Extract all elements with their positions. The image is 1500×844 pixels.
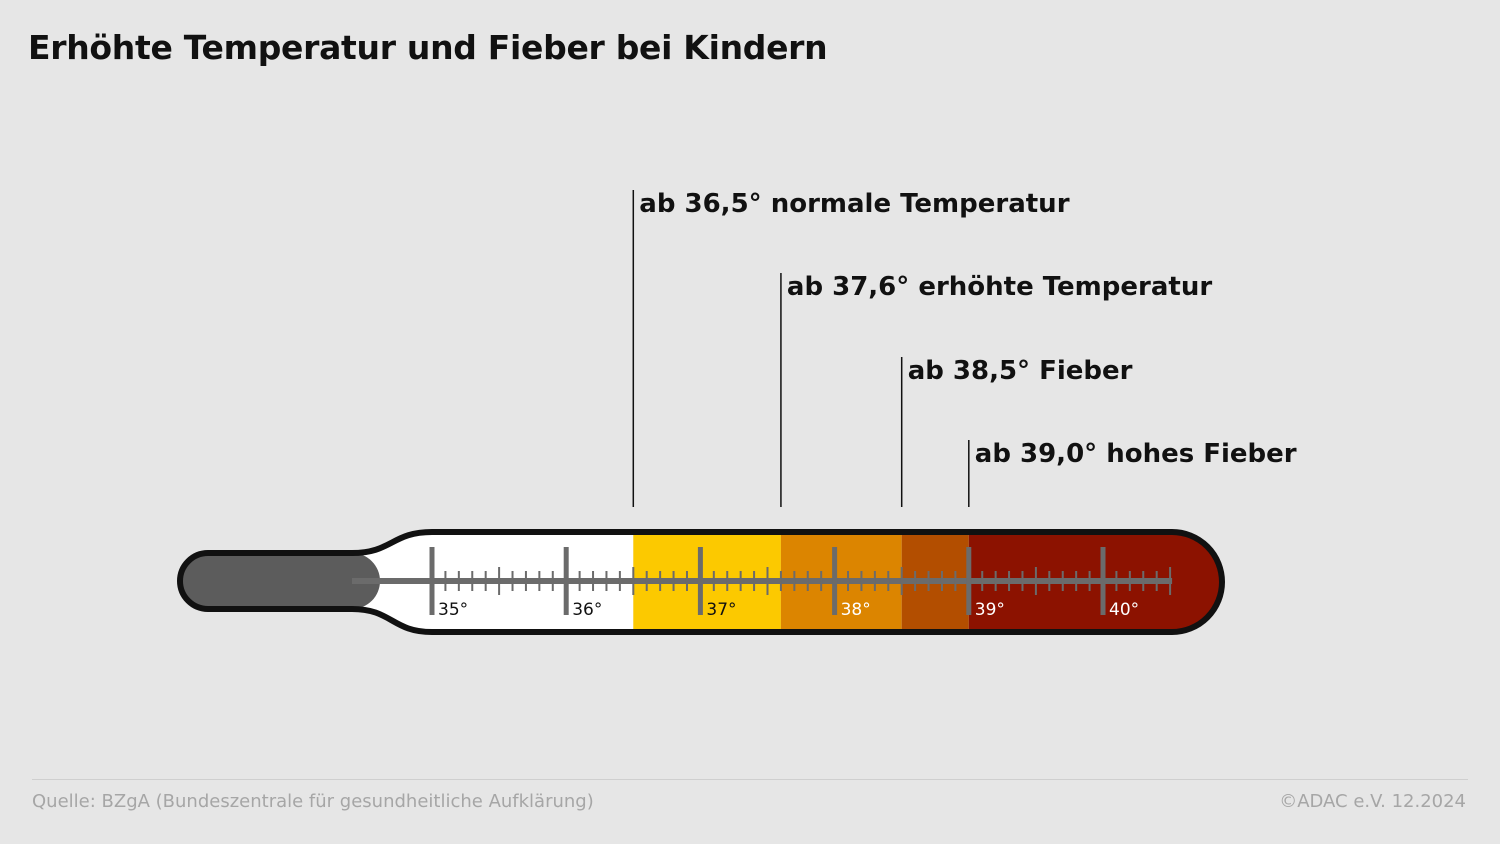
page-title: Erhöhte Temperatur und Fieber bei Kinder… <box>28 28 828 67</box>
threshold-label: ab 38,5° Fieber <box>908 356 1133 386</box>
capillary-line <box>352 578 1173 584</box>
thermometer-outline <box>177 529 1225 635</box>
footer-divider <box>32 779 1468 780</box>
threshold-label: ab 37,6° erhöhte Temperatur <box>787 272 1212 302</box>
thermometer-scale: 35° 36° 37° 38° 39° 40° <box>352 547 1173 620</box>
tick-label: 38° <box>841 600 871 620</box>
source-note: Quelle: BZgA (Bundeszentrale für gesundh… <box>32 791 594 812</box>
tick-label: 39° <box>975 600 1005 620</box>
threshold-label: ab 39,0° hohes Fieber <box>975 439 1297 469</box>
threshold-label: ab 36,5° normale Temperatur <box>639 189 1069 219</box>
thermometer-bulb <box>180 553 380 609</box>
copyright-note: ©ADAC e.V. 12.2024 <box>1279 791 1466 812</box>
tick-label: 36° <box>572 600 602 620</box>
threshold-markers: ab 36,5° normale Temperatur ab 37,6° erhö… <box>632 189 1297 507</box>
tick-label: 35° <box>438 600 468 620</box>
tick-label: 40° <box>1109 600 1139 620</box>
tick-label: 37° <box>706 600 736 620</box>
